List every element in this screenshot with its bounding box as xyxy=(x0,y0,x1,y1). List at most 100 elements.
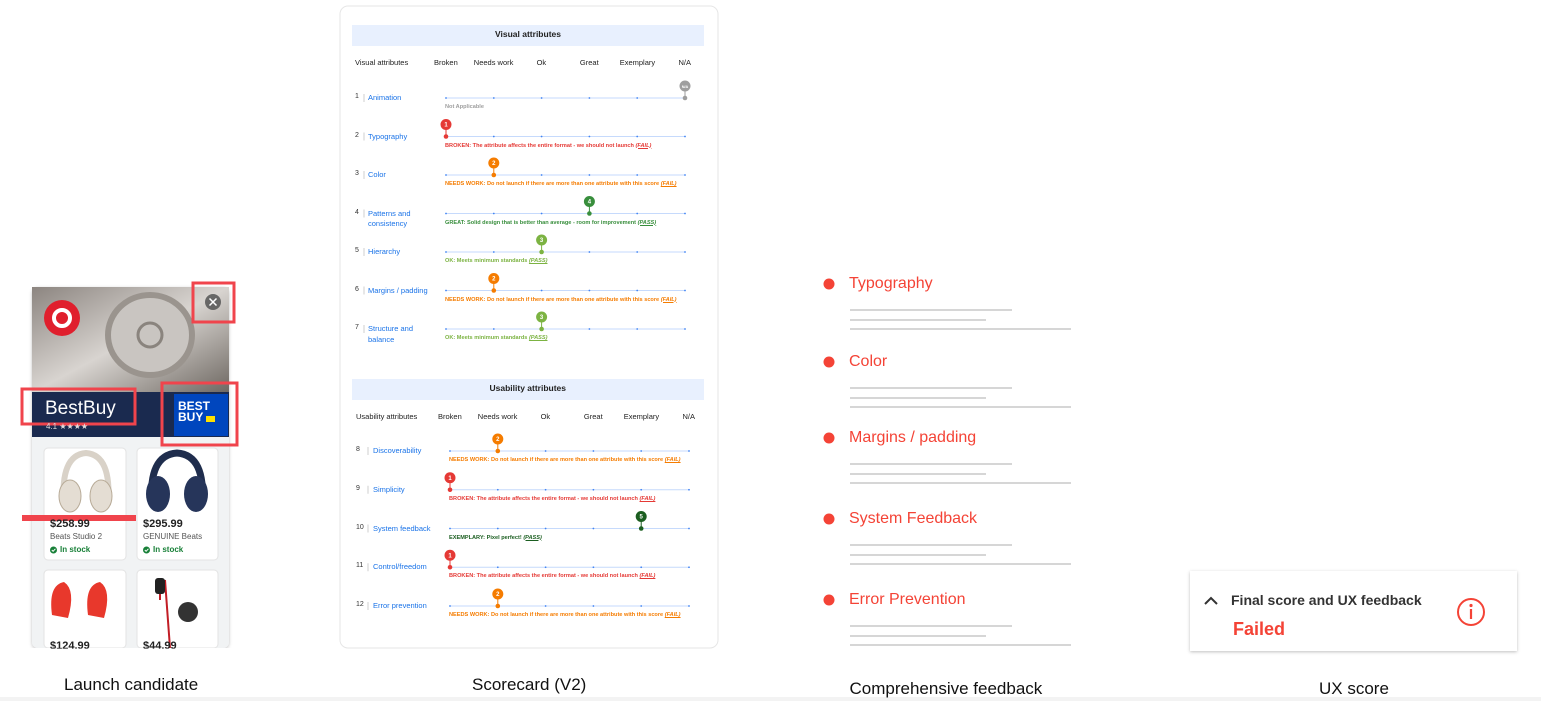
product-image xyxy=(184,476,208,512)
product-image xyxy=(155,578,165,594)
issue-highlight xyxy=(191,281,236,324)
track-dot xyxy=(588,251,591,253)
attribute-name: Margins / padding xyxy=(368,285,428,295)
track-dot xyxy=(640,488,643,491)
pin-dot xyxy=(491,172,497,178)
row-number: 7 xyxy=(355,324,359,331)
bullet xyxy=(823,278,835,290)
track-dot xyxy=(445,289,447,292)
row-number: 11 xyxy=(356,562,364,570)
track-dot xyxy=(544,488,547,491)
attribute-name: Animation xyxy=(368,93,402,102)
verdict: (FAIL) xyxy=(660,181,677,187)
track-dot xyxy=(636,328,639,330)
scorecard-card xyxy=(339,5,719,649)
pin xyxy=(444,472,456,484)
attribute-name: Structure and balance xyxy=(368,324,414,344)
stock-icon xyxy=(50,546,57,554)
track-dot xyxy=(540,174,543,176)
section-header xyxy=(352,25,704,46)
stock-check xyxy=(144,548,149,553)
verdict: (PASS) xyxy=(528,258,548,264)
score-note: NEEDS WORK: Do not launch if there are m… xyxy=(449,457,681,463)
note-text: NEEDS WORK: Do not launch if there are m… xyxy=(445,296,660,303)
pin-label: 1 xyxy=(444,123,448,129)
track-dot xyxy=(592,566,595,569)
pin-dot xyxy=(539,326,544,332)
column-header: Great xyxy=(579,58,599,67)
note-text: NEEDS WORK: Do not launch if there are m… xyxy=(445,181,660,187)
feedback-item: System Feedback xyxy=(849,510,978,527)
track-dot xyxy=(492,328,495,330)
section-title: Visual attributes xyxy=(495,29,561,39)
logo-text: BEST BUY xyxy=(178,399,211,424)
pin xyxy=(536,234,548,246)
track-dot xyxy=(492,135,495,138)
info-icon xyxy=(1469,603,1473,608)
track-dot xyxy=(588,135,591,138)
rating: 4.1 ★★★★ xyxy=(46,422,89,431)
track-dot xyxy=(684,135,686,138)
pin-label: 2 xyxy=(492,277,496,283)
pin-dot xyxy=(495,448,501,454)
column-header: Needs work xyxy=(473,58,514,67)
product-price: $44.99 xyxy=(143,640,177,652)
verdict: (FAIL) xyxy=(664,457,681,463)
track-dot xyxy=(492,251,495,253)
row-number: 8 xyxy=(356,446,360,453)
caption: UX score xyxy=(1319,679,1389,698)
row-number: 5 xyxy=(355,247,359,254)
score-note: NEEDS WORK: Do not launch if there are m… xyxy=(445,181,677,187)
close-icon xyxy=(208,297,218,307)
issue-highlight xyxy=(160,381,239,447)
track-dot xyxy=(588,174,591,176)
headphone-logo xyxy=(136,321,164,349)
track-dot xyxy=(540,135,543,138)
column-header: Usability attributes xyxy=(356,412,418,421)
product-image xyxy=(51,582,108,618)
score-note: NEEDS WORK: Do not launch if there are m… xyxy=(449,612,681,618)
track-dot xyxy=(496,527,499,530)
beats-logo-b xyxy=(52,308,72,328)
verdict: (PASS) xyxy=(528,335,548,341)
pin-dot xyxy=(447,487,453,493)
product-tile xyxy=(136,569,219,649)
pin-label: 3 xyxy=(540,238,544,244)
feedback-item: Error Prevention xyxy=(849,591,966,608)
product-image xyxy=(58,479,82,513)
pin-dot xyxy=(638,526,644,531)
product-stock: In stock xyxy=(60,545,91,554)
bottom-strip xyxy=(0,697,1541,701)
pin xyxy=(440,119,452,130)
pin-label: 1 xyxy=(448,476,452,482)
product-image xyxy=(60,449,112,506)
pin-dot xyxy=(539,249,544,255)
track-dot xyxy=(544,527,547,530)
track-dot xyxy=(688,488,690,491)
caption: Scorecard (V2) xyxy=(472,675,587,694)
stock-icon xyxy=(143,546,150,554)
product-image xyxy=(89,479,113,513)
column-header: Visual attributes xyxy=(355,58,409,67)
note-text: NEEDS WORK: Do not launch if there are m… xyxy=(449,612,664,618)
track-dot xyxy=(445,174,447,176)
track-dot xyxy=(544,605,547,607)
score-note: OK: Meets minimum standards (PASS) xyxy=(445,258,547,264)
bullet xyxy=(823,594,835,606)
pin xyxy=(488,273,500,284)
pin-dot xyxy=(491,288,497,293)
feedback-item: Margins / padding xyxy=(849,429,977,446)
track-dot xyxy=(684,174,686,176)
track-dot xyxy=(684,328,686,330)
track-dot xyxy=(492,212,495,215)
pin xyxy=(583,196,595,207)
ux-result: Failed xyxy=(1233,619,1286,639)
bestbuy-tag xyxy=(206,416,215,422)
pin xyxy=(492,588,504,600)
ux-card xyxy=(1190,571,1517,651)
attribute-name: System feedback xyxy=(373,523,431,533)
row-number: 2 xyxy=(355,131,359,139)
pin xyxy=(635,511,647,522)
pin-dot xyxy=(495,603,501,609)
score-note: BROKEN: The attribute affects the entire… xyxy=(449,496,655,502)
